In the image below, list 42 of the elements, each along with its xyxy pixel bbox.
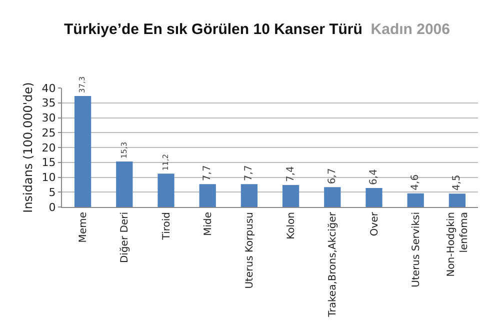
bar: [282, 184, 300, 207]
bar: [366, 188, 382, 207]
x-tick-label: Meme: [78, 212, 90, 243]
x-tick-label: Diğer Deri: [120, 212, 131, 264]
bar: [407, 193, 424, 207]
x-tick-label: Kolon: [286, 212, 298, 240]
data-label: 37,3: [78, 76, 87, 94]
bar: [448, 194, 466, 207]
data-label: 7,7: [202, 165, 214, 182]
data-label: 7,4: [285, 166, 296, 182]
y-tick-label: 35: [42, 96, 56, 110]
data-label: 11,2: [160, 154, 170, 171]
x-tick-label: Uterus Serviksi: [410, 212, 422, 288]
y-tick-label: 20: [42, 141, 56, 154]
data-label: 6,4: [368, 169, 380, 185]
bar: [158, 174, 174, 207]
chart-title: Türkiye’de En sık Görülen 10 Kanser Türü: [64, 21, 362, 38]
bar: [74, 96, 92, 207]
x-tick-label: Trakea,Brons,Akciğer: [328, 211, 339, 318]
y-tick-label: 40: [42, 82, 56, 95]
data-label: 4,5: [452, 174, 463, 191]
y-tick-label: 5: [48, 186, 56, 199]
data-label: 4,6: [410, 174, 422, 190]
chart-subtitle: Kadın 2006: [370, 21, 450, 38]
data-label: 6,7: [326, 168, 338, 184]
y-tick-label: 30: [42, 112, 56, 125]
bar: [240, 184, 258, 207]
y-axis-title: Insidans (100.000'de): [21, 82, 36, 213]
y-tick-label: 10: [42, 171, 56, 184]
data-label: 7,7: [244, 165, 255, 182]
y-tick-label: 15: [42, 156, 56, 170]
x-tick-label: Mide: [202, 212, 214, 236]
x-tick-label: Over: [369, 211, 380, 236]
bar: [324, 187, 341, 207]
x-tick-label: Uterus Korpusu: [244, 212, 256, 289]
bar: [199, 184, 216, 207]
bar: [116, 161, 133, 207]
x-tick-label: Tiroid: [161, 212, 172, 241]
y-tick-label: 25: [42, 126, 56, 140]
y-tick-label: 0: [48, 200, 56, 214]
data-label: 15,3: [119, 142, 128, 158]
x-tick-label: Non-Hodgkin lenfoma: [446, 212, 470, 277]
